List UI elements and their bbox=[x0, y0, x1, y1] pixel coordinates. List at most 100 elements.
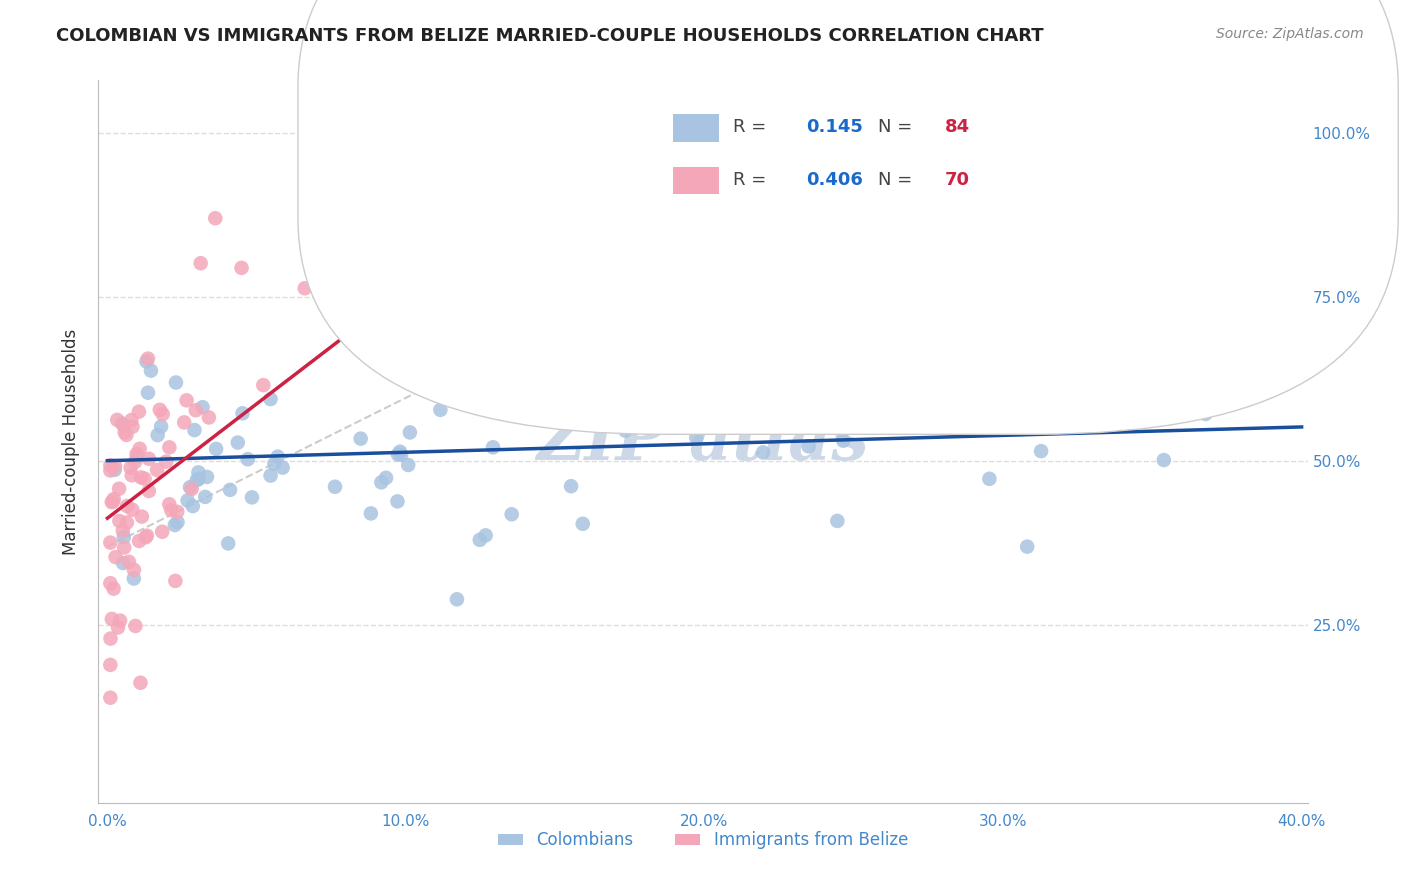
Point bbox=[152, 407, 174, 421]
Point bbox=[112, 418, 135, 433]
FancyBboxPatch shape bbox=[298, 0, 1398, 434]
Point bbox=[146, 463, 169, 477]
Point bbox=[387, 448, 409, 462]
Point bbox=[163, 518, 186, 533]
Point bbox=[756, 414, 779, 428]
Point bbox=[217, 536, 239, 550]
Text: ZIP atlas: ZIP atlas bbox=[537, 409, 869, 474]
Point bbox=[969, 409, 991, 424]
Point bbox=[176, 493, 198, 508]
Text: Source: ZipAtlas.com: Source: ZipAtlas.com bbox=[1216, 27, 1364, 41]
Point bbox=[482, 440, 505, 454]
Point bbox=[98, 576, 121, 591]
Point bbox=[181, 499, 204, 513]
Point bbox=[350, 432, 373, 446]
Point bbox=[166, 515, 188, 529]
Bar bbox=[672, 114, 718, 142]
Point bbox=[166, 505, 188, 519]
Point bbox=[183, 423, 205, 437]
Point bbox=[115, 428, 138, 442]
Point bbox=[797, 439, 820, 453]
Point bbox=[700, 348, 723, 362]
Point bbox=[121, 502, 143, 516]
Point bbox=[120, 460, 142, 475]
Point bbox=[205, 442, 228, 456]
Point bbox=[232, 406, 254, 420]
Point bbox=[100, 632, 122, 646]
Point bbox=[138, 451, 160, 466]
Point bbox=[114, 425, 136, 440]
Point bbox=[112, 541, 135, 555]
Point bbox=[105, 413, 128, 427]
Point bbox=[108, 514, 131, 528]
Text: N =: N = bbox=[879, 171, 912, 189]
Text: R =: R = bbox=[734, 119, 766, 136]
Point bbox=[127, 450, 149, 464]
Point bbox=[294, 281, 316, 295]
Point bbox=[122, 563, 145, 577]
Point bbox=[721, 409, 744, 423]
Point bbox=[195, 470, 218, 484]
Point bbox=[560, 479, 582, 493]
Point bbox=[103, 492, 125, 507]
Point bbox=[135, 530, 157, 544]
Point bbox=[128, 533, 150, 548]
Point bbox=[121, 419, 143, 434]
Point bbox=[115, 516, 138, 530]
Point bbox=[271, 460, 294, 475]
Point bbox=[150, 524, 173, 539]
Point bbox=[204, 211, 226, 226]
Point bbox=[446, 592, 468, 607]
Point bbox=[375, 471, 398, 485]
Point bbox=[226, 435, 249, 450]
Point bbox=[830, 313, 852, 327]
Point bbox=[125, 447, 148, 461]
Point bbox=[139, 363, 162, 377]
Point bbox=[1046, 399, 1069, 413]
Point bbox=[979, 472, 1001, 486]
Point bbox=[124, 455, 146, 469]
Point bbox=[98, 458, 121, 473]
Point bbox=[112, 556, 135, 570]
Point bbox=[135, 354, 157, 368]
Point bbox=[124, 619, 146, 633]
Point bbox=[389, 448, 412, 462]
Point bbox=[165, 574, 187, 588]
Point bbox=[157, 497, 180, 511]
Point bbox=[1029, 444, 1052, 458]
Point bbox=[911, 417, 934, 432]
Point bbox=[176, 393, 198, 408]
Point bbox=[748, 394, 770, 409]
Point bbox=[187, 472, 209, 486]
Text: 84: 84 bbox=[945, 119, 970, 136]
Point bbox=[198, 410, 221, 425]
Point bbox=[115, 499, 138, 513]
Text: 70: 70 bbox=[945, 171, 970, 189]
Point bbox=[165, 376, 187, 390]
Point bbox=[150, 419, 173, 434]
Point bbox=[259, 392, 281, 406]
Point bbox=[501, 508, 523, 522]
Point bbox=[179, 480, 201, 494]
Legend: Colombians, Immigrants from Belize: Colombians, Immigrants from Belize bbox=[492, 824, 914, 856]
Point bbox=[240, 491, 263, 505]
Point bbox=[409, 330, 432, 344]
Point bbox=[128, 442, 150, 456]
Point bbox=[571, 516, 593, 531]
Point bbox=[155, 455, 177, 469]
Point bbox=[98, 690, 121, 705]
Point bbox=[129, 675, 152, 690]
Point bbox=[388, 444, 411, 458]
Text: R =: R = bbox=[734, 171, 766, 189]
Point bbox=[104, 463, 127, 477]
Point bbox=[396, 458, 419, 472]
Point bbox=[897, 417, 920, 432]
Point bbox=[108, 482, 131, 496]
Point bbox=[180, 482, 202, 496]
Point bbox=[827, 514, 849, 528]
Point bbox=[121, 468, 143, 483]
Text: 0.406: 0.406 bbox=[806, 171, 863, 189]
Point bbox=[138, 483, 160, 498]
Point bbox=[399, 425, 422, 440]
Point bbox=[263, 457, 285, 471]
